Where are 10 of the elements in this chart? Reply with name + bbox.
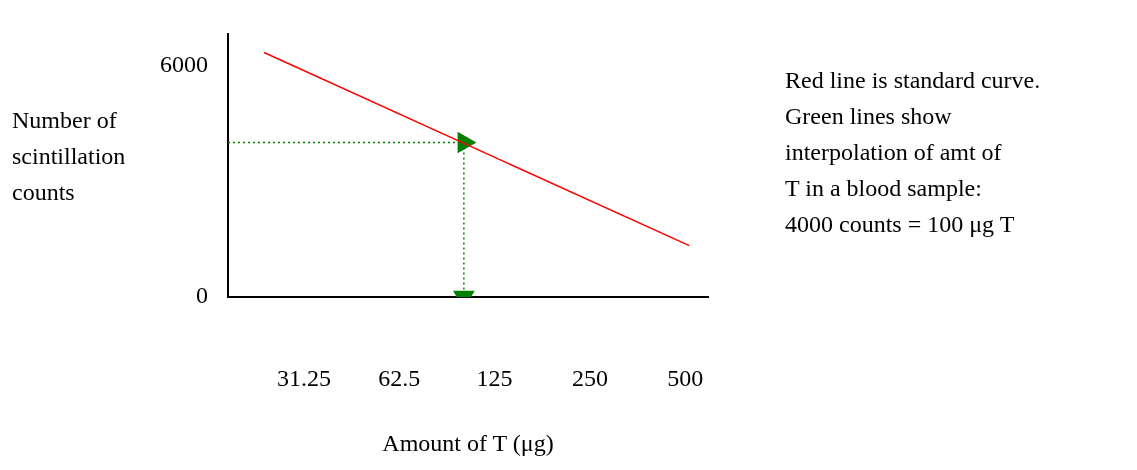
y-axis-title: Number of scintillation counts xyxy=(12,106,127,207)
x-tick-label: 31.25 xyxy=(276,364,331,391)
y-tick-label: 6000 xyxy=(160,50,208,77)
x-tick-label: 250 xyxy=(571,364,608,391)
x-tick-label: 500 xyxy=(667,364,704,391)
text: Red line is standard curve. Green lines show interpolation of amt of T in a blood sample: 4000 counts = 100 μg T xyxy=(785,66,1041,239)
x-tick-label: 125 xyxy=(476,364,513,391)
x-axis-title: Amount of T (μg) xyxy=(381,429,555,458)
y-tick-label: 0 xyxy=(196,282,208,309)
x-tick-label: 62.5 xyxy=(378,364,421,391)
